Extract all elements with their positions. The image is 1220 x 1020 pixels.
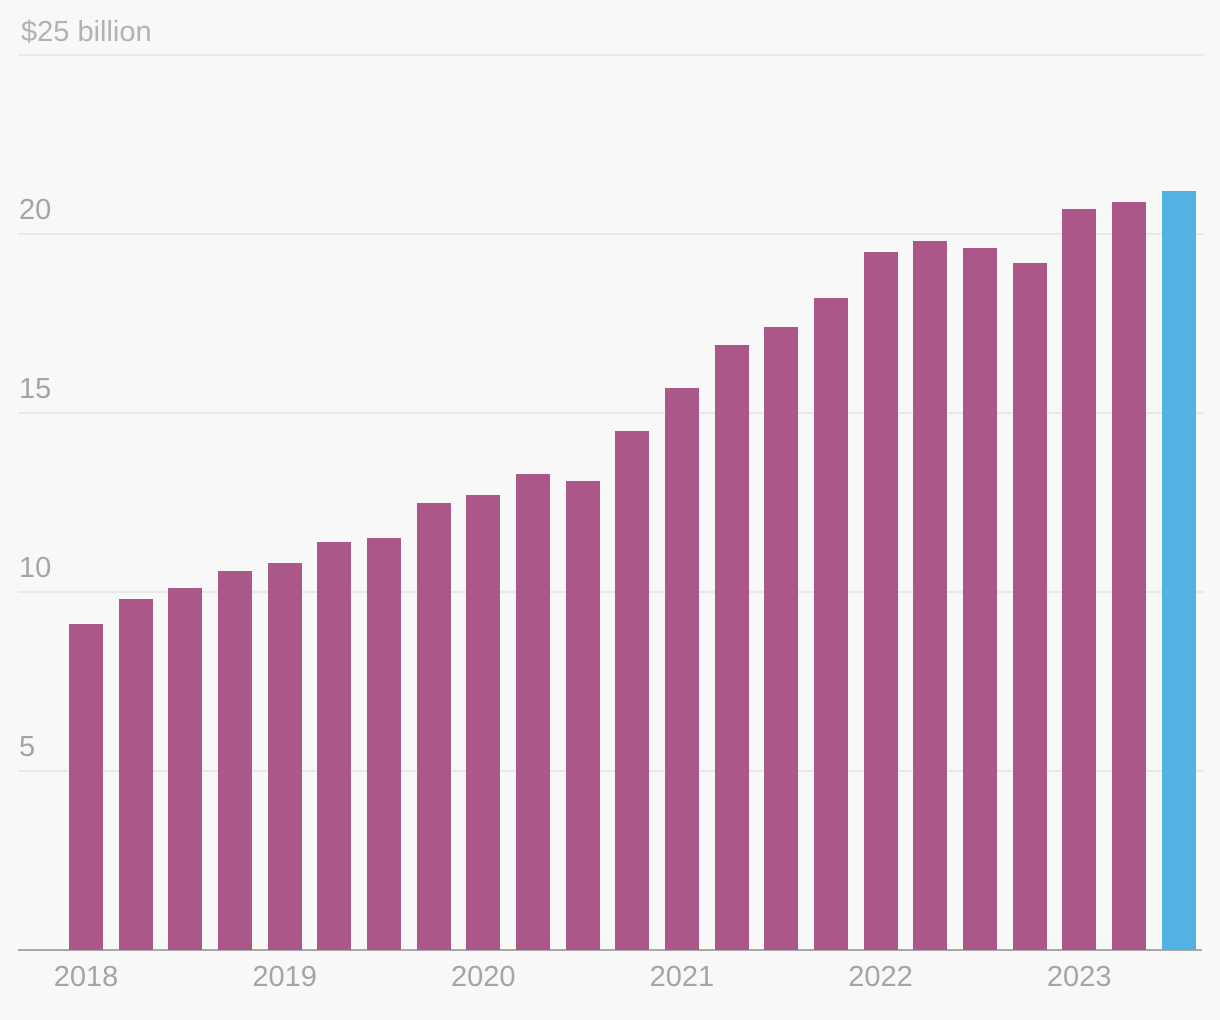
y-tick-label: 20 [19, 194, 52, 226]
bar [864, 252, 898, 950]
bar [615, 431, 649, 950]
bar [1062, 209, 1096, 950]
bar [317, 542, 351, 950]
bar [764, 327, 798, 950]
bar [69, 624, 103, 950]
x-tick-label: 2021 [649, 961, 715, 993]
gridline [18, 591, 1204, 593]
x-axis-line [18, 949, 1202, 951]
y-tick-label: 5 [19, 731, 36, 763]
y-axis-max-label: $25 billion [21, 16, 152, 48]
bar [268, 563, 302, 950]
bar [466, 495, 500, 950]
bar [417, 503, 451, 950]
y-tick-label: 15 [19, 373, 52, 405]
bar [665, 388, 699, 950]
bar [715, 345, 749, 950]
x-tick-label: 2023 [1046, 961, 1112, 993]
bar [168, 588, 202, 950]
bar [566, 481, 600, 950]
bar [1013, 263, 1047, 950]
x-tick-label: 2022 [848, 961, 913, 993]
bar [913, 241, 947, 950]
gridline [18, 233, 1204, 235]
x-tick-label: 2018 [53, 961, 119, 993]
gridline [18, 412, 1204, 414]
bar-highlighted [1162, 191, 1196, 950]
bar [367, 538, 401, 950]
gridline [18, 54, 1204, 56]
bar [516, 474, 550, 950]
x-tick-label: 2019 [252, 961, 317, 993]
bar [1112, 202, 1146, 950]
gridline [18, 770, 1204, 772]
bar [119, 599, 153, 950]
bar [218, 571, 252, 950]
bar [963, 248, 997, 950]
x-tick-label: 2020 [451, 961, 516, 993]
y-tick-label: 10 [19, 552, 52, 584]
bar [814, 298, 848, 950]
